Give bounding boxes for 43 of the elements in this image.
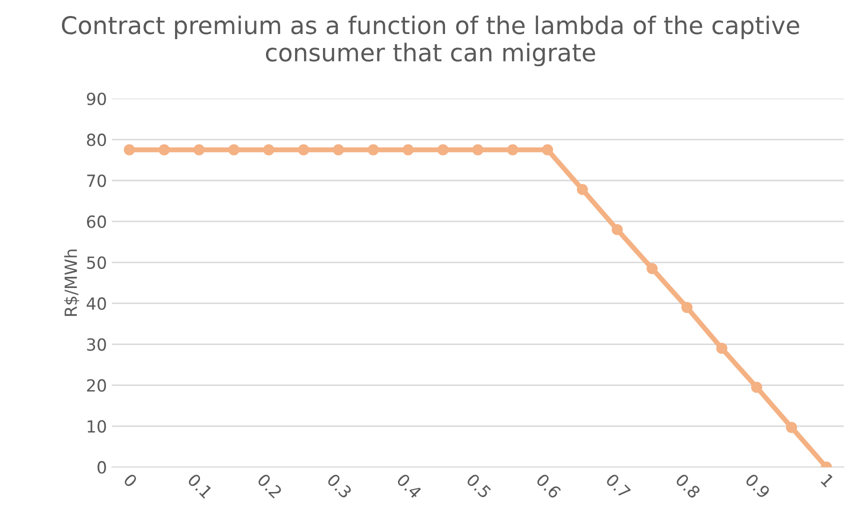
y-tick-label: 20 — [87, 379, 106, 392]
y-tick-label: 50 — [87, 256, 106, 269]
y-tick-label: 40 — [86, 297, 106, 310]
y-tick-label: 30 — [87, 338, 106, 351]
point — [507, 144, 518, 156]
y-tick-label: 90 — [86, 92, 106, 106]
x-tick-label: 0.5 — [466, 472, 492, 499]
chart-title: Contract premium as a function of the lambda of the captive consumer that can migrate — [62, 16, 800, 66]
y-tick-label: 60 — [87, 215, 106, 228]
x-tick-label: 0.4 — [396, 472, 422, 500]
x-tick-label: 0.9 — [744, 472, 771, 499]
x-tick-label: 0.1 — [187, 472, 213, 499]
x-tick-label: 0 — [122, 472, 138, 488]
point — [158, 144, 170, 156]
x-tick-label: 0.2 — [256, 472, 282, 499]
point — [576, 184, 588, 196]
point — [681, 302, 693, 313]
point — [402, 144, 414, 156]
point — [716, 342, 728, 354]
point — [472, 144, 484, 156]
point — [194, 144, 205, 156]
point — [786, 422, 798, 433]
point — [332, 144, 344, 156]
point — [646, 262, 658, 274]
point — [124, 144, 135, 156]
x-tick-label: 1 — [820, 474, 834, 488]
x-tick-label: 0.7 — [605, 472, 632, 499]
point — [263, 144, 274, 156]
x-tick-label: 0.3 — [326, 472, 352, 499]
point — [751, 382, 762, 393]
y-tick-label: 0 — [98, 461, 106, 474]
point — [612, 224, 623, 236]
point — [228, 144, 240, 156]
point — [368, 144, 379, 156]
point — [437, 144, 449, 156]
point — [542, 144, 554, 156]
y-tick-label: 80 — [86, 134, 106, 146]
y-tick-label: 70 — [87, 174, 106, 188]
point — [298, 144, 310, 156]
y-tick-label: 10 — [88, 420, 106, 433]
y-axis-title: R$/MWh — [64, 250, 80, 316]
x-tick-label: 0.8 — [674, 472, 702, 500]
x-tick-label: 0.6 — [536, 472, 562, 500]
